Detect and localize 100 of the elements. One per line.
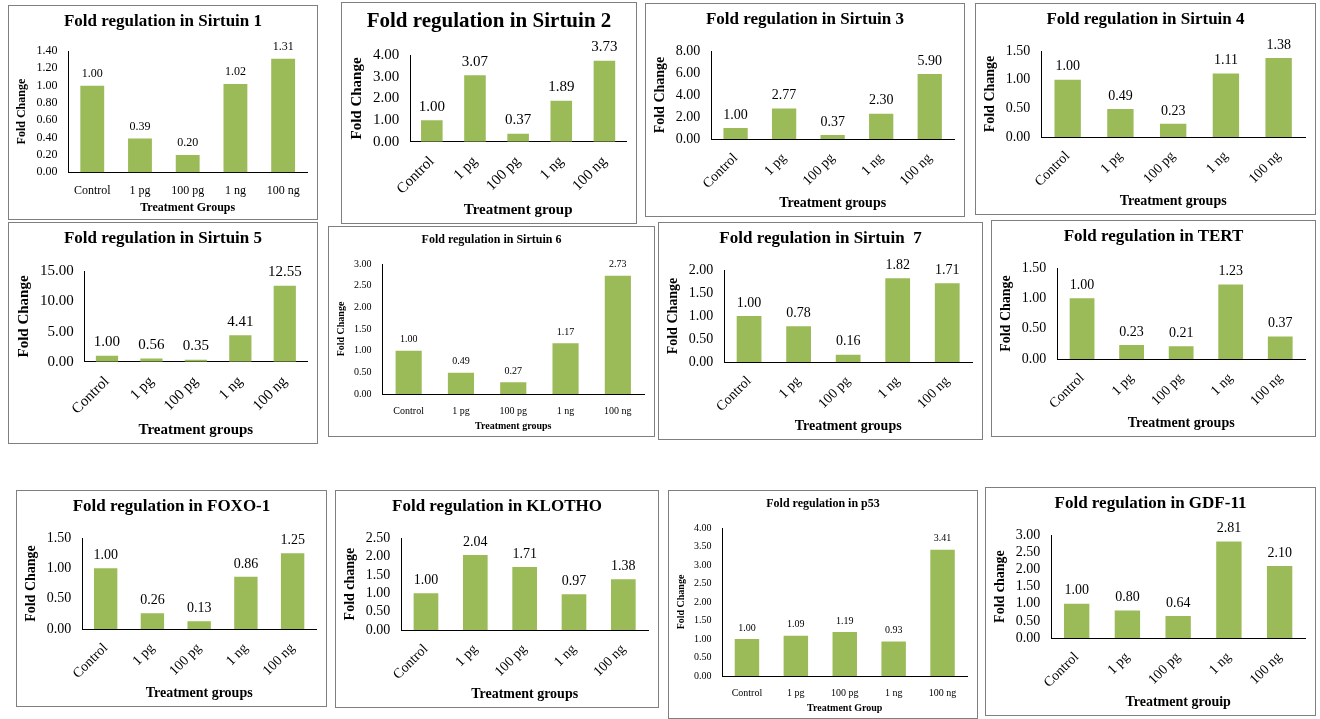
- y-tick-label: 1.50: [694, 614, 712, 626]
- x-tick-label: 1 ng: [222, 639, 251, 668]
- y-axis-title: Fold Change: [23, 544, 39, 622]
- data-label: 0.93: [884, 624, 903, 636]
- x-tick-label: 100 ng: [590, 640, 629, 679]
- x-axis-title: Treatment grouip: [1125, 693, 1232, 709]
- data-label: 0.39: [129, 118, 151, 133]
- y-tick-label: 0.00: [47, 352, 74, 369]
- x-tick-label: 100 ng: [266, 182, 300, 197]
- x-axis-title: Treatment groups: [145, 684, 254, 700]
- y-axis-title: Fold Change: [665, 277, 681, 355]
- y-tick-label: 2.00: [1015, 560, 1041, 576]
- bar: [500, 382, 527, 395]
- bar: [934, 283, 960, 362]
- x-tick-label: 100 ng: [928, 686, 957, 698]
- chart-title: Fold regulation in FOXO-1: [71, 496, 272, 516]
- bar: [593, 60, 616, 142]
- x-tick-label: 1 pg: [129, 182, 151, 197]
- x-tick-label: 1 pg: [126, 372, 157, 403]
- data-label: 0.27: [504, 365, 522, 377]
- data-label: 1.82: [885, 256, 910, 272]
- y-tick-label: 0.00: [373, 132, 400, 149]
- y-tick-label: 3.00: [694, 558, 712, 570]
- y-tick-label: 3.00: [373, 67, 400, 84]
- bar: [1168, 346, 1194, 359]
- data-label: 1.23: [1218, 262, 1243, 278]
- y-tick-label: 0.50: [1015, 612, 1041, 628]
- y-tick-label: 1.00: [373, 111, 400, 128]
- data-label: 0.37: [1267, 314, 1293, 330]
- data-label: 0.80: [1115, 588, 1140, 604]
- bar: [1267, 336, 1293, 359]
- x-tick-label: 1 pg: [452, 404, 470, 416]
- y-tick-label: 0.50: [354, 366, 372, 378]
- y-tick-label: 4.00: [373, 46, 400, 63]
- y-tick-label: 3.50: [694, 540, 712, 552]
- bar: [1069, 298, 1095, 359]
- y-tick-label: 1.00: [365, 584, 391, 600]
- y-tick-label: 2.50: [694, 577, 712, 589]
- y-axis-title: Fold Change: [334, 301, 346, 357]
- data-label: 0.78: [786, 304, 811, 320]
- y-tick-label: 4.00: [675, 86, 701, 102]
- data-label: 2.30: [868, 92, 894, 108]
- x-tick-label: 1 pg: [450, 152, 481, 183]
- bar: [462, 554, 488, 630]
- chart-title: Fold regulation in KLOTHO: [391, 496, 603, 516]
- bar: [1265, 57, 1292, 137]
- y-tick-label: 0.50: [46, 590, 72, 606]
- x-tick-label: 1 pg: [787, 686, 805, 698]
- bar: [175, 154, 200, 172]
- bar: [447, 372, 475, 395]
- x-axis-title: Treatment groups: [1119, 192, 1228, 208]
- data-label: 0.49: [1108, 87, 1133, 103]
- x-tick-label: 1 pg: [1108, 369, 1137, 398]
- data-label: 3.41: [933, 532, 952, 544]
- bar: [1054, 79, 1081, 137]
- data-label: 0.26: [140, 591, 165, 607]
- y-tick-label: 1.50: [688, 284, 714, 300]
- bar: [832, 632, 857, 677]
- data-label: 1.19: [836, 614, 854, 626]
- y-tick-label: 1.00: [1021, 289, 1047, 305]
- chart-title: Fold regulation in Sirtuin 1: [62, 11, 264, 31]
- bar: [869, 113, 894, 139]
- bar: [1266, 565, 1293, 638]
- data-label: 1.89: [548, 78, 575, 95]
- chart-title: Fold regulation in Sirtuin 5: [62, 228, 264, 248]
- x-tick-label: 100 pg: [799, 149, 838, 188]
- x-axis-title: Treatment group: [463, 200, 573, 217]
- data-label: 3.07: [461, 52, 489, 69]
- data-label: 2.81: [1216, 519, 1242, 535]
- y-tick-label: 4.00: [694, 521, 712, 533]
- y-tick-label: 1.20: [36, 60, 58, 75]
- y-tick-label: 5.00: [47, 322, 74, 339]
- bar: [464, 75, 486, 142]
- bar: [140, 358, 163, 362]
- y-tick-label: 2.00: [675, 108, 701, 124]
- bar: [1212, 73, 1240, 137]
- chart-title: Fold regulation in Sirtuin 4: [1045, 9, 1246, 29]
- x-tick-label: 100 pg: [499, 404, 527, 416]
- bar: [1114, 610, 1141, 638]
- data-label: 3.73: [591, 38, 618, 55]
- bar: [552, 343, 579, 395]
- y-tick-label: 2.00: [365, 547, 391, 563]
- chart-title: Fold regulation in Sirtuin 6: [420, 232, 563, 247]
- x-axis-title: Treatment groups: [779, 194, 887, 210]
- y-tick-label: 2.50: [1015, 543, 1041, 559]
- data-label: 1.00: [1064, 582, 1089, 598]
- data-label: 2.04: [463, 533, 488, 549]
- bar: [223, 83, 248, 172]
- data-label: 1.71: [512, 545, 537, 561]
- data-label: 1.00: [738, 621, 756, 633]
- y-tick-label: 3.00: [1015, 526, 1041, 542]
- y-tick-label: 0.60: [36, 112, 58, 127]
- y-axis-title: Fold change: [342, 547, 358, 621]
- data-label: 4.41: [227, 312, 254, 329]
- y-tick-label: 1.00: [688, 307, 714, 323]
- chart-title: Fold regulation in Sirtuin 2: [365, 8, 613, 33]
- bar: [128, 138, 152, 172]
- data-label: 1.11: [1213, 51, 1238, 67]
- bar: [771, 108, 797, 139]
- x-axis-title: Treatment Groups: [140, 199, 236, 214]
